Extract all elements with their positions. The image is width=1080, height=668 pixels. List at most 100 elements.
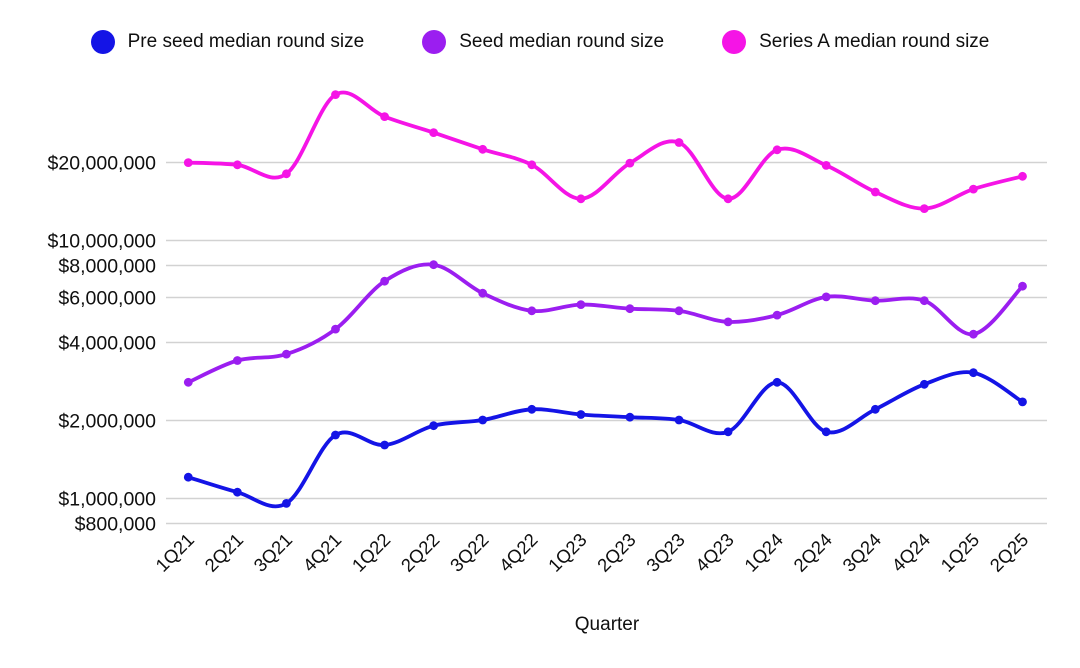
- data-point-pre-seed-median-round-size-4q23[interactable]: [723, 427, 733, 437]
- data-point-seed-median-round-size-2q23[interactable]: [625, 304, 635, 314]
- data-point-series-a-median-round-size-1q21[interactable]: [183, 158, 193, 168]
- data-point-seed-median-round-size-1q23[interactable]: [576, 300, 586, 309]
- data-point-seed-median-round-size-4q22[interactable]: [527, 306, 537, 316]
- gridlines: [166, 161, 1047, 525]
- legend-item-series-a-median-round-size[interactable]: Series A median round size: [722, 30, 989, 54]
- data-point-series-a-median-round-size-2q22[interactable]: [429, 128, 438, 138]
- x-tick-label-2q23: 2Q23: [593, 529, 640, 576]
- data-point-seed-median-round-size-4q24[interactable]: [919, 296, 929, 306]
- data-point-series-a-median-round-size-3q23[interactable]: [674, 138, 684, 147]
- x-tick-label-4q21: 4Q21: [298, 529, 345, 576]
- data-point-seed-median-round-size-2q24[interactable]: [821, 292, 831, 302]
- data-point-seed-median-round-size-2q25[interactable]: [1018, 281, 1027, 291]
- data-point-pre-seed-median-round-size-2q21[interactable]: [233, 487, 242, 497]
- x-tick-label-4q22: 4Q22: [495, 529, 542, 576]
- data-point-series-a-median-round-size-3q21[interactable]: [282, 169, 291, 179]
- x-tick-label-2q21: 2Q21: [200, 529, 247, 576]
- chart-legend: Pre seed median round size Seed median ro…: [0, 30, 1080, 54]
- data-point-pre-seed-median-round-size-2q24[interactable]: [821, 427, 831, 437]
- data-point-series-a-median-round-size-4q23[interactable]: [723, 194, 733, 204]
- data-point-series-a-median-round-size-1q22[interactable]: [380, 112, 389, 121]
- data-point-seed-median-round-size-3q24[interactable]: [870, 296, 880, 306]
- series-lines: [183, 90, 1027, 509]
- data-point-seed-median-round-size-2q21[interactable]: [233, 356, 242, 365]
- y-tick-label: $8,000,000: [58, 256, 156, 278]
- data-point-series-a-median-round-size-4q22[interactable]: [527, 160, 537, 170]
- series-line-seed-median-round-size[interactable]: [186, 262, 1025, 385]
- legend-label: Seed median round size: [459, 31, 665, 52]
- data-point-pre-seed-median-round-size-1q21[interactable]: [183, 472, 193, 482]
- legend-dot-icon: [422, 30, 447, 54]
- legend-dot-icon: [90, 30, 115, 54]
- y-tick-label: $10,000,000: [48, 231, 157, 253]
- legend-dot-icon: [722, 30, 747, 54]
- x-tick-label-3q23: 3Q23: [642, 529, 689, 576]
- data-point-series-a-median-round-size-2q24[interactable]: [821, 161, 831, 170]
- data-point-seed-median-round-size-3q23[interactable]: [674, 306, 684, 316]
- data-point-pre-seed-median-round-size-2q23[interactable]: [625, 412, 635, 422]
- x-tick-label-1q23: 1Q23: [544, 529, 591, 576]
- y-axis-tick-labels: $20,000,000 $10,000,000 $8,000,000 $6,000,0…: [48, 153, 157, 536]
- data-point-series-a-median-round-size-3q24[interactable]: [870, 187, 880, 197]
- data-point-seed-median-round-size-1q21[interactable]: [183, 377, 193, 387]
- data-point-seed-median-round-size-1q25[interactable]: [969, 329, 978, 339]
- data-point-series-a-median-round-size-2q21[interactable]: [233, 160, 242, 170]
- x-tick-label-2q24: 2Q24: [789, 529, 836, 576]
- data-point-pre-seed-median-round-size-1q25[interactable]: [969, 368, 978, 378]
- data-point-pre-seed-median-round-size-1q22[interactable]: [380, 440, 389, 450]
- data-point-pre-seed-median-round-size-4q24[interactable]: [919, 379, 929, 389]
- x-tick-label-1q21: 1Q21: [151, 529, 198, 576]
- data-point-seed-median-round-size-1q22[interactable]: [380, 276, 389, 286]
- x-tick-label-3q22: 3Q22: [446, 529, 493, 576]
- data-point-series-a-median-round-size-1q23[interactable]: [576, 194, 586, 204]
- data-point-pre-seed-median-round-size-3q22[interactable]: [478, 415, 488, 425]
- data-point-seed-median-round-size-3q22[interactable]: [478, 288, 488, 298]
- data-point-pre-seed-median-round-size-4q21[interactable]: [331, 430, 340, 440]
- data-point-pre-seed-median-round-size-1q24[interactable]: [772, 377, 782, 387]
- y-tick-label: $6,000,000: [58, 288, 156, 310]
- y-tick-label: $2,000,000: [58, 411, 156, 433]
- series-line-pre-seed-median-round-size[interactable]: [186, 370, 1025, 509]
- data-point-pre-seed-median-round-size-3q21[interactable]: [282, 499, 291, 508]
- series-line-series-a-median-round-size[interactable]: [186, 90, 1025, 211]
- data-point-series-a-median-round-size-4q24[interactable]: [919, 204, 929, 214]
- data-point-seed-median-round-size-3q21[interactable]: [282, 349, 291, 359]
- y-tick-label: $4,000,000: [58, 333, 156, 355]
- x-tick-label-1q24: 1Q24: [740, 529, 787, 576]
- data-point-pre-seed-median-round-size-2q22[interactable]: [429, 421, 438, 431]
- x-axis-title: Quarter: [575, 614, 640, 635]
- y-tick-label: $20,000,000: [48, 153, 157, 175]
- data-point-pre-seed-median-round-size-1q23[interactable]: [576, 410, 586, 419]
- legend-item-pre-seed-median-round-size[interactable]: Pre seed median round size: [90, 30, 365, 54]
- x-tick-label-1q25: 1Q25: [936, 529, 983, 576]
- data-point-series-a-median-round-size-4q21[interactable]: [331, 90, 340, 99]
- data-point-series-a-median-round-size-1q24[interactable]: [772, 145, 782, 155]
- data-point-pre-seed-median-round-size-3q23[interactable]: [674, 415, 684, 425]
- legend-item-seed-median-round-size[interactable]: Seed median round size: [422, 30, 664, 54]
- data-point-pre-seed-median-round-size-4q22[interactable]: [527, 404, 537, 414]
- data-point-pre-seed-median-round-size-2q25[interactable]: [1018, 397, 1027, 407]
- legend-label: Series A median round size: [759, 31, 990, 52]
- x-tick-label-2q22: 2Q22: [397, 529, 444, 576]
- x-tick-label-3q21: 3Q21: [249, 529, 296, 576]
- data-point-seed-median-round-size-1q24[interactable]: [772, 310, 782, 320]
- x-tick-label-4q23: 4Q23: [691, 529, 738, 576]
- data-point-series-a-median-round-size-2q25[interactable]: [1018, 171, 1027, 181]
- data-point-series-a-median-round-size-3q22[interactable]: [478, 144, 488, 154]
- data-point-seed-median-round-size-4q23[interactable]: [723, 317, 733, 327]
- data-point-seed-median-round-size-2q22[interactable]: [429, 260, 438, 270]
- data-point-seed-median-round-size-4q21[interactable]: [331, 324, 340, 334]
- x-tick-label-4q24: 4Q24: [887, 529, 934, 576]
- data-point-series-a-median-round-size-2q23[interactable]: [625, 158, 635, 168]
- y-tick-label: $800,000: [75, 514, 156, 536]
- y-tick-label: $1,000,000: [58, 489, 156, 511]
- data-point-series-a-median-round-size-1q25[interactable]: [969, 184, 978, 194]
- x-tick-label-2q25: 2Q25: [985, 529, 1032, 576]
- x-tick-label-3q24: 3Q24: [838, 529, 885, 576]
- legend-label: Pre seed median round size: [127, 31, 365, 52]
- x-tick-label-1q22: 1Q22: [348, 529, 395, 576]
- data-point-pre-seed-median-round-size-3q24[interactable]: [870, 404, 880, 414]
- x-axis-tick-labels: 1Q21 2Q21 3Q21 4Q21 1Q22 2Q22 3Q22 4Q22 1Q23 2Q23…: [151, 529, 1032, 576]
